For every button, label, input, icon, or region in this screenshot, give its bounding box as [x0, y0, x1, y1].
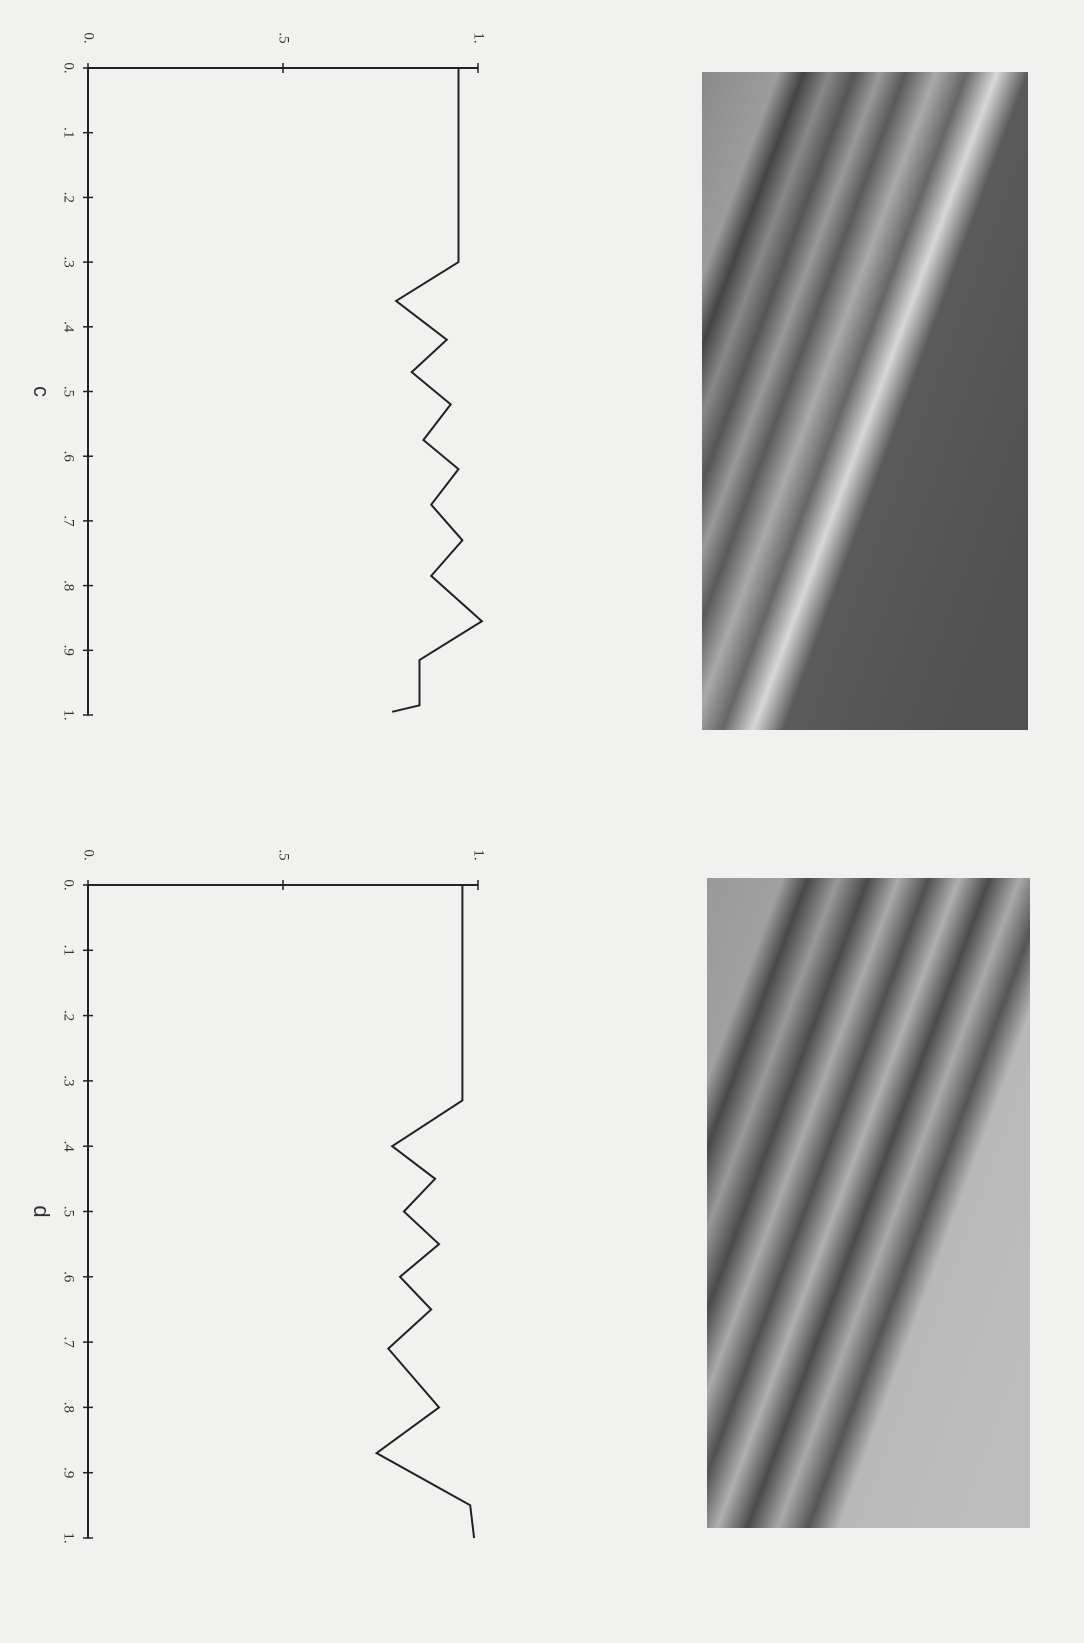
x-tick-label: .2 — [61, 192, 77, 203]
x-tick-label: .1 — [61, 127, 77, 138]
x-tick-label: .6 — [61, 1271, 77, 1283]
x-tick-label: .9 — [61, 645, 77, 656]
x-tick-label: .3 — [61, 256, 77, 267]
y-tick-label: 0. — [81, 849, 97, 860]
x-tick-label: .4 — [61, 321, 77, 333]
x-tick-label: .5 — [61, 386, 77, 397]
image-d — [707, 878, 1030, 1528]
x-tick-label: .7 — [61, 1336, 77, 1348]
x-tick-label: .8 — [61, 1402, 77, 1413]
x-tick-label: .2 — [61, 1010, 77, 1021]
x-tick-label: 0. — [61, 879, 77, 890]
x-tick-label: .6 — [61, 451, 77, 463]
y-tick-label: .5 — [276, 32, 292, 43]
x-tick-label: .4 — [61, 1141, 77, 1153]
panel-caption: d — [29, 1205, 54, 1217]
x-tick-label: 1. — [61, 1532, 77, 1543]
x-tick-label: .1 — [61, 945, 77, 956]
panel-caption: c — [29, 386, 54, 397]
x-tick-label: 1. — [61, 709, 77, 720]
y-tick-label: 1. — [471, 849, 487, 860]
data-line — [374, 885, 476, 1539]
data-line — [391, 68, 484, 713]
image-c — [702, 72, 1028, 730]
y-tick-label: 0. — [81, 32, 97, 43]
x-tick-label: .8 — [61, 580, 77, 591]
y-tick-label: 1. — [471, 32, 487, 43]
x-tick-label: 0. — [61, 62, 77, 73]
x-tick-label: .3 — [61, 1075, 77, 1086]
x-tick-label: .9 — [61, 1467, 77, 1478]
y-tick-label: .5 — [276, 849, 292, 860]
x-tick-label: .7 — [61, 515, 77, 527]
x-tick-label: .5 — [61, 1206, 77, 1217]
